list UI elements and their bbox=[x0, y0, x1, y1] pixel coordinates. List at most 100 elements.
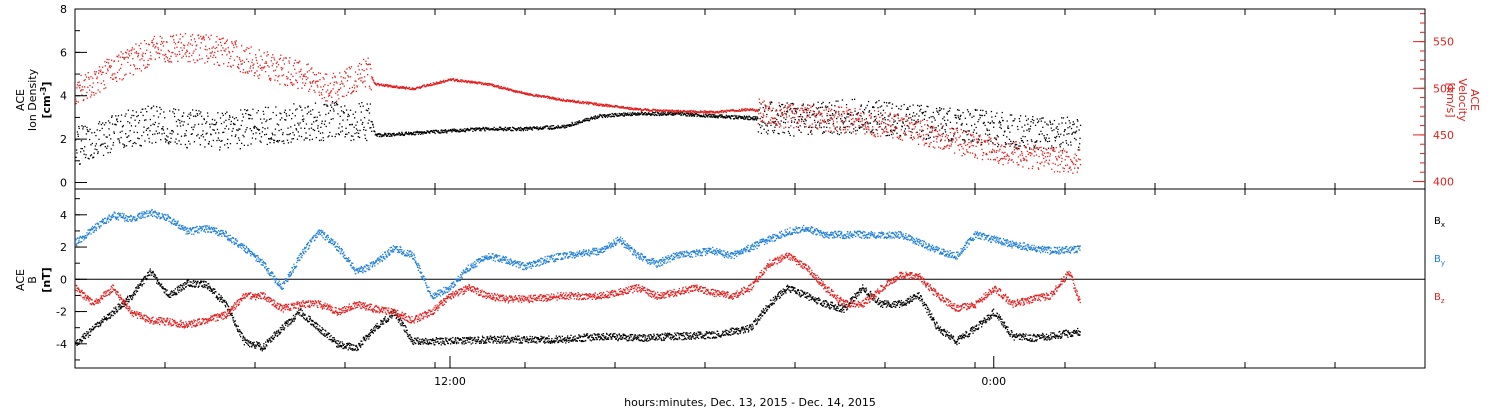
density-point bbox=[86, 129, 88, 131]
velocity-point bbox=[198, 54, 201, 56]
velocity-point bbox=[629, 108, 632, 111]
density-point bbox=[134, 141, 136, 144]
bx-point bbox=[83, 336, 85, 338]
density-point bbox=[872, 132, 875, 134]
density-point bbox=[771, 109, 773, 112]
density-point bbox=[102, 122, 104, 124]
velocity-point bbox=[286, 78, 288, 80]
density-point bbox=[507, 128, 510, 130]
bx-point bbox=[233, 321, 235, 323]
bx-point bbox=[133, 291, 135, 294]
density-point bbox=[1011, 114, 1013, 116]
velocity-point bbox=[791, 112, 794, 114]
velocity-point bbox=[338, 98, 340, 100]
velocity-point bbox=[102, 80, 105, 82]
velocity-point bbox=[831, 108, 833, 110]
density-point bbox=[245, 129, 247, 131]
density-point bbox=[370, 120, 372, 123]
bx-point bbox=[194, 286, 196, 288]
density-point bbox=[1048, 140, 1051, 142]
bx-point bbox=[82, 335, 84, 338]
density-point bbox=[279, 119, 281, 121]
bx-point bbox=[169, 293, 171, 295]
density-point bbox=[595, 116, 597, 118]
velocity-point bbox=[554, 97, 556, 99]
velocity-point bbox=[551, 97, 553, 99]
velocity-point bbox=[760, 120, 762, 122]
density-point bbox=[781, 111, 783, 114]
density-point bbox=[136, 131, 138, 134]
velocity-point bbox=[1057, 164, 1059, 167]
bx-point bbox=[89, 328, 91, 330]
velocity-point bbox=[572, 101, 574, 103]
velocity-point bbox=[808, 108, 810, 110]
bx-point bbox=[151, 271, 154, 273]
density-point bbox=[515, 128, 517, 130]
velocity-point bbox=[81, 86, 84, 88]
bx-point bbox=[227, 305, 229, 307]
velocity-point bbox=[484, 83, 486, 86]
density-point bbox=[910, 131, 912, 133]
velocity-point bbox=[271, 65, 273, 67]
velocity-point bbox=[912, 139, 914, 141]
velocity-point bbox=[170, 35, 172, 37]
density-point bbox=[957, 115, 959, 117]
density-point bbox=[332, 108, 335, 110]
velocity-point bbox=[1058, 156, 1060, 158]
velocity-point bbox=[1026, 150, 1029, 152]
velocity-point bbox=[315, 80, 317, 83]
velocity-point bbox=[1001, 144, 1003, 146]
velocity-point bbox=[837, 106, 840, 108]
density-point bbox=[1001, 116, 1003, 119]
velocity-point bbox=[867, 128, 869, 130]
density-point bbox=[982, 109, 984, 112]
density-point bbox=[157, 126, 159, 128]
velocity-point bbox=[125, 73, 127, 75]
bx-point bbox=[99, 321, 101, 323]
density-point bbox=[839, 128, 841, 130]
density-point bbox=[613, 116, 615, 118]
velocity-point bbox=[163, 41, 165, 43]
density-point bbox=[816, 127, 818, 129]
velocity-point bbox=[213, 54, 215, 56]
density-point bbox=[887, 115, 889, 117]
velocity-point bbox=[264, 62, 266, 64]
density-point bbox=[241, 120, 243, 122]
velocity-point bbox=[1019, 142, 1021, 144]
density-point bbox=[937, 125, 939, 127]
velocity-point bbox=[194, 41, 196, 43]
density-point bbox=[299, 105, 301, 107]
velocity-point bbox=[806, 116, 808, 118]
density-point bbox=[304, 107, 306, 109]
velocity-point bbox=[267, 65, 269, 67]
velocity-point bbox=[265, 61, 267, 63]
bx-point bbox=[144, 276, 146, 279]
velocity-point bbox=[971, 135, 973, 137]
velocity-point bbox=[852, 117, 854, 120]
density-point bbox=[417, 133, 420, 135]
velocity-point bbox=[800, 115, 802, 118]
velocity-point bbox=[825, 130, 827, 132]
density-point bbox=[150, 124, 152, 127]
density-point bbox=[1012, 140, 1015, 143]
density-point bbox=[1028, 128, 1030, 130]
velocity-point bbox=[101, 73, 103, 76]
density-point bbox=[131, 145, 133, 147]
velocity-point bbox=[746, 108, 748, 110]
velocity-point bbox=[771, 121, 773, 123]
velocity-point bbox=[509, 89, 511, 91]
velocity-point bbox=[460, 79, 462, 81]
velocity-point bbox=[768, 121, 770, 123]
velocity-point bbox=[390, 86, 392, 88]
velocity-point bbox=[858, 118, 861, 120]
velocity-point bbox=[537, 96, 539, 98]
velocity-point bbox=[488, 84, 490, 86]
velocity-point bbox=[1066, 164, 1069, 166]
bx-point bbox=[203, 284, 205, 286]
bx-point bbox=[82, 337, 85, 339]
velocity-point bbox=[1050, 147, 1052, 149]
velocity-point bbox=[502, 88, 504, 90]
density-point bbox=[160, 139, 162, 141]
velocity-point bbox=[894, 126, 896, 128]
density-point bbox=[719, 114, 722, 116]
